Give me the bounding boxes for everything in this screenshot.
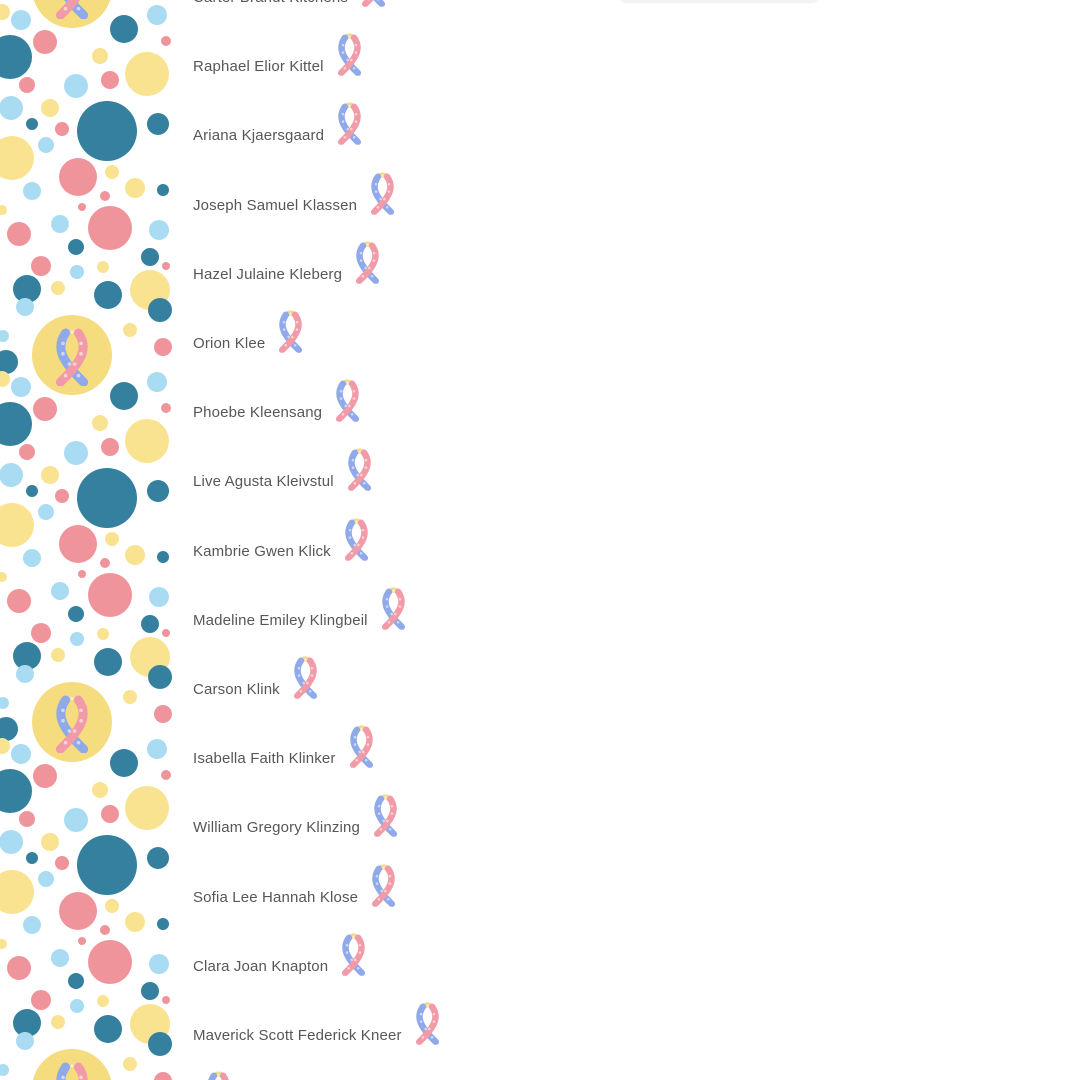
awareness-ribbon-icon (272, 308, 309, 353)
partial-element-top-edge (620, 0, 818, 3)
memorial-name[interactable]: Kambrie Gwen Klick (193, 542, 331, 560)
memorial-name[interactable]: Clara Joan Knapton (193, 957, 329, 975)
memorial-name[interactable]: Orion Klee (193, 335, 266, 353)
awareness-ribbon-icon (355, 0, 392, 7)
memorial-name[interactable]: Sofia Lee Hannah Klose (193, 888, 359, 906)
memorial-name[interactable]: Phoebe Kleensang (193, 404, 323, 422)
memorial-name[interactable]: Isabella Faith Klinker (193, 750, 336, 768)
memorial-list-item[interactable]: Live Agusta Kleivstul (0, 447, 1080, 516)
awareness-ribbon-icon (341, 446, 378, 491)
memorial-list-item[interactable]: Carson Klink (0, 655, 1080, 724)
awareness-ribbon-icon (331, 100, 368, 145)
memorial-list-item[interactable]: Orion Klee (0, 309, 1080, 378)
memorial-name[interactable]: Ariana Kjaersgaard (193, 127, 325, 145)
awareness-ribbon-icon (338, 516, 375, 561)
memorial-list-item[interactable]: Carter Brandt Kitchens (0, 0, 1080, 32)
awareness-ribbon-icon (335, 931, 372, 976)
memorial-list-item[interactable]: William Gregory Klinzing (0, 793, 1080, 862)
memorial-name[interactable]: Joseph Samuel Klassen (193, 196, 358, 214)
memorial-list-item[interactable]: Raphael Elior Kittel (0, 32, 1080, 101)
awareness-ribbon-icon (331, 31, 368, 76)
memorial-list-item[interactable]: Maverick Scott Federick Kneer (0, 1001, 1080, 1070)
memorial-list-item[interactable]: Isabella Faith Klinker (0, 724, 1080, 793)
awareness-ribbon-icon (349, 239, 386, 284)
memorial-name[interactable]: Hazel Julaine Kleberg (193, 265, 343, 283)
memorial-list-item[interactable]: Phoebe Kleensang (0, 378, 1080, 447)
awareness-ribbon-icon (200, 1069, 237, 1080)
awareness-ribbon-icon (329, 377, 366, 422)
memorial-list-item[interactable]: Sofia Lee Hannah Klose (0, 862, 1080, 931)
memorial-list-item[interactable]: Joseph Samuel Klassen (0, 171, 1080, 240)
memorial-list-item[interactable]: Kambrie Gwen Klick (0, 517, 1080, 586)
memorial-list-item[interactable]: Ariana Kjaersgaard (0, 101, 1080, 170)
memorial-name[interactable]: Carson Klink (193, 680, 280, 698)
awareness-ribbon-icon (409, 1000, 446, 1045)
awareness-ribbon-icon (364, 170, 401, 215)
awareness-ribbon-icon (343, 723, 380, 768)
memorial-name[interactable]: Carter Brandt Kitchens (193, 0, 348, 6)
memorial-name[interactable]: Raphael Elior Kittel (193, 58, 324, 76)
memorial-name[interactable]: Maverick Scott Federick Kneer (193, 1026, 402, 1044)
memorial-list-item[interactable]: Hazel Julaine Kleberg (0, 240, 1080, 309)
memorial-name[interactable]: Live Agusta Kleivstul (193, 473, 334, 491)
awareness-ribbon-icon (287, 654, 324, 699)
memorial-list-item[interactable]: Madeline Emiley Klingbeil (0, 586, 1080, 655)
memorial-name[interactable]: William Gregory Klinzing (193, 819, 360, 837)
memorial-list-item[interactable] (0, 1070, 1080, 1080)
awareness-ribbon-icon (367, 792, 404, 837)
awareness-ribbon-icon (365, 862, 402, 907)
memorial-list-item[interactable]: Clara Joan Knapton (0, 932, 1080, 1001)
memorial-name[interactable]: Madeline Emiley Klingbeil (193, 611, 368, 629)
awareness-ribbon-icon (375, 585, 412, 630)
